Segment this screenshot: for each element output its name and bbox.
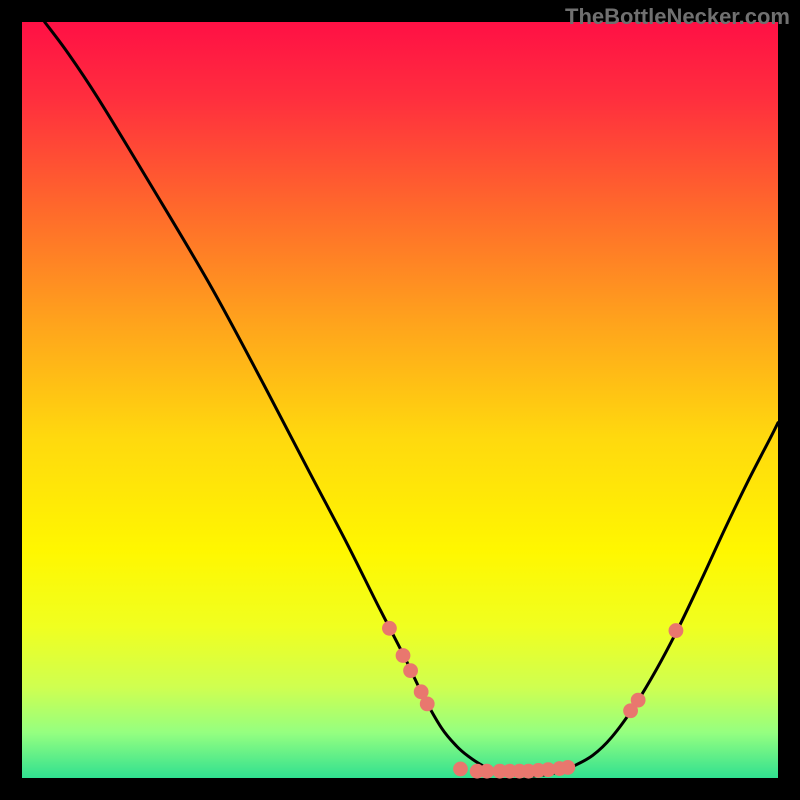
- marker-point: [560, 760, 575, 775]
- chart-frame: TheBottleNecker.com: [0, 0, 800, 800]
- marker-point: [631, 693, 646, 708]
- marker-point: [382, 621, 397, 636]
- marker-point: [669, 623, 684, 638]
- marker-point: [480, 764, 495, 779]
- marker-point: [396, 648, 411, 663]
- chart-svg: [0, 0, 800, 800]
- marker-point: [403, 663, 418, 678]
- source-attribution: TheBottleNecker.com: [565, 4, 790, 30]
- plot-area: [22, 22, 778, 778]
- marker-point: [420, 697, 435, 712]
- marker-point: [453, 762, 468, 777]
